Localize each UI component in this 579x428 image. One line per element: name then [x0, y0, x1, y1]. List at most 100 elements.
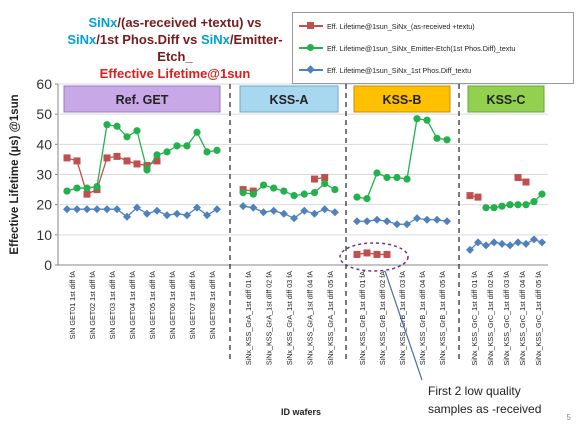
data-point-diamond — [373, 215, 381, 224]
data-point-circle — [103, 121, 111, 129]
data-point-square — [133, 160, 141, 168]
data-point-circle — [83, 184, 91, 192]
data-point-diamond — [310, 209, 319, 218]
x-category-label: SiNx_KSS_GrB_1st diff 01 fA — [358, 271, 367, 365]
group-header-label: KSS-C — [487, 93, 526, 107]
x-category-label: SiN GET04 1st diff fA — [128, 271, 137, 339]
x-category-label: SiNx_KSS_GrA_1st diff 03 fA — [285, 271, 294, 365]
data-point-circle — [63, 187, 71, 195]
data-point-diamond — [466, 245, 474, 254]
data-point-circle — [530, 198, 538, 206]
legend-item-emitter-etch: Eff. Lifetime@1sun_SiNx_Emitter-Etch(1st… — [299, 41, 515, 55]
x-axis-label: ID wafers — [281, 407, 321, 417]
data-point-diamond — [239, 202, 248, 211]
x-category-label: SiN GET03 1st diff fA — [108, 271, 117, 339]
x-category-label: SiNx_KSS_GrA_1st diff 04 fA — [305, 271, 314, 365]
data-point-circle — [413, 115, 421, 123]
data-point-square — [383, 250, 391, 258]
y-tick-label: 10 — [36, 227, 52, 243]
series-line-phos-diff — [67, 206, 218, 218]
data-point-circle — [506, 201, 514, 209]
y-tick-label: 60 — [36, 76, 52, 92]
title-sinx-3: SiNx — [201, 32, 230, 47]
y-tick-label: 20 — [36, 197, 52, 213]
data-point-circle — [514, 201, 522, 209]
data-point-diamond — [330, 208, 339, 217]
data-point-square — [373, 250, 381, 258]
data-point-diamond — [300, 206, 309, 215]
data-point-square — [522, 178, 530, 186]
title-effective-lifetime: Effective Lifetime@1sun — [99, 66, 251, 81]
data-point-circle — [290, 192, 298, 200]
data-point-circle — [393, 173, 401, 182]
x-category-label: SiNx_KSS_GrB_1st diff 03 fA — [398, 271, 407, 365]
data-point-circle — [203, 148, 211, 156]
data-point-diamond — [403, 220, 411, 229]
legend-item-phos-diff: Eff. Lifetime@1sun_SiNx_1st Phos.Diff_te… — [299, 63, 471, 77]
x-category-label: SiNx_KSS_GrC_1st diff 02 fA — [486, 271, 495, 366]
x-category-label: SiN GET05 1st diff fA — [148, 271, 157, 339]
data-point-square — [353, 250, 361, 258]
data-point-circle — [433, 134, 441, 142]
series-line-phos-diff — [243, 205, 336, 219]
data-point-diamond — [183, 211, 191, 220]
data-point-square — [474, 193, 482, 201]
data-point-circle — [123, 133, 131, 141]
group-header-box — [239, 85, 339, 113]
circle-marker-icon — [307, 44, 314, 51]
data-point-square — [63, 154, 71, 162]
data-point-square — [321, 174, 329, 182]
data-point-diamond — [383, 217, 391, 226]
group-header-label: KSS-A — [270, 93, 309, 107]
data-point-circle — [259, 181, 268, 189]
data-point-diamond — [433, 215, 441, 224]
data-point-diamond — [93, 205, 101, 214]
data-point-diamond — [153, 206, 161, 215]
data-point-diamond — [143, 209, 151, 218]
data-point-circle — [443, 136, 451, 144]
data-point-circle — [482, 204, 490, 212]
annotation-text-line1: First 2 low quality — [428, 384, 521, 398]
data-point-diamond — [423, 215, 431, 224]
data-point-diamond — [173, 209, 181, 218]
data-point-circle — [522, 201, 530, 209]
title-sinx-2: SiNx — [67, 32, 97, 47]
data-point-circle — [93, 182, 101, 191]
x-category-label: SiNx_KSS_GrC_1st diff 03 fA — [502, 271, 511, 366]
group-header-label: Ref. GET — [116, 93, 169, 107]
x-category-label: SiNx_KSS_GrA_1st diff 05 fA — [326, 271, 335, 365]
title-sinx-1: SiNx — [88, 15, 118, 30]
data-point-diamond — [393, 220, 401, 229]
legend: Eff. Lifetime@1sun_SiNx_(as-received +te… — [292, 12, 574, 84]
page-number: 5 — [566, 413, 571, 422]
series-line-as-received — [356, 252, 387, 256]
series-line-emitter-etch — [243, 182, 336, 197]
group-header-label: KSS-B — [383, 93, 422, 107]
data-point-diamond — [482, 241, 490, 250]
data-point-diamond — [249, 203, 258, 212]
annotation-ellipse — [339, 242, 409, 272]
data-point-diamond — [290, 214, 299, 223]
data-point-circle — [353, 193, 361, 201]
data-point-diamond — [413, 214, 421, 223]
data-point-square — [73, 157, 81, 165]
data-point-diamond — [506, 241, 514, 250]
data-point-square — [113, 152, 121, 160]
data-point-diamond — [103, 205, 111, 214]
square-marker-icon — [307, 22, 314, 29]
x-category-label: SiNx_KSS_GrC_1st diff 01 fA — [470, 271, 479, 366]
data-point-circle — [73, 184, 81, 192]
series-line-phos-diff — [357, 217, 448, 225]
legend-label-emitter-etch: Eff. Lifetime@1sun_SiNx_Emitter-Etch(1st… — [327, 43, 516, 53]
data-point-diamond — [193, 203, 201, 212]
data-point-circle — [321, 179, 329, 188]
data-point-square — [83, 190, 91, 198]
data-point-square — [143, 161, 151, 169]
data-point-circle — [249, 190, 257, 198]
x-category-label: SiNx_KSS_GrB_1st diff 05 fA — [438, 271, 447, 365]
data-point-circle — [538, 190, 546, 198]
x-category-label: SiN GET06 1st diff fA — [168, 271, 177, 339]
data-point-circle — [239, 189, 247, 197]
x-category-label: SiNx_KSS_GrC_1st diff 04 fA — [518, 271, 527, 366]
